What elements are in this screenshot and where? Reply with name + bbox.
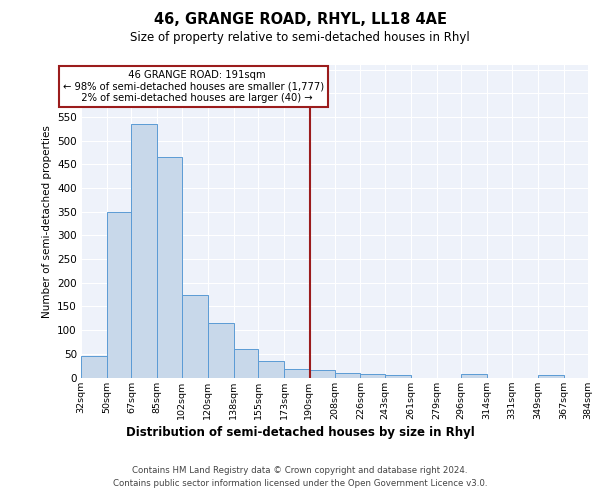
Bar (538, 375, 563, 378)
Bar (308, 370, 335, 378)
Bar (284, 369, 308, 378)
Text: 46 GRANGE ROAD: 191sqm
← 98% of semi-detached houses are smaller (1,777)
  2% of: 46 GRANGE ROAD: 191sqm ← 98% of semi-det… (63, 70, 324, 103)
Bar (385, 375, 411, 378)
Text: Contains HM Land Registry data © Crown copyright and database right 2024.
Contai: Contains HM Land Registry data © Crown c… (113, 466, 487, 487)
Bar (157, 158, 182, 378)
Bar (361, 374, 385, 378)
Text: 46, GRANGE ROAD, RHYL, LL18 4AE: 46, GRANGE ROAD, RHYL, LL18 4AE (154, 12, 446, 28)
Text: Distribution of semi-detached houses by size in Rhyl: Distribution of semi-detached houses by … (125, 426, 475, 439)
Text: Size of property relative to semi-detached houses in Rhyl: Size of property relative to semi-detach… (130, 31, 470, 44)
Bar (335, 373, 361, 378)
Y-axis label: Number of semi-detached properties: Number of semi-detached properties (41, 125, 52, 318)
Bar (233, 349, 258, 378)
Bar (131, 124, 157, 378)
Bar (258, 361, 284, 378)
Bar (107, 212, 131, 378)
Bar (461, 374, 487, 378)
Bar (208, 322, 233, 378)
Bar (182, 294, 208, 378)
Bar (81, 356, 107, 378)
